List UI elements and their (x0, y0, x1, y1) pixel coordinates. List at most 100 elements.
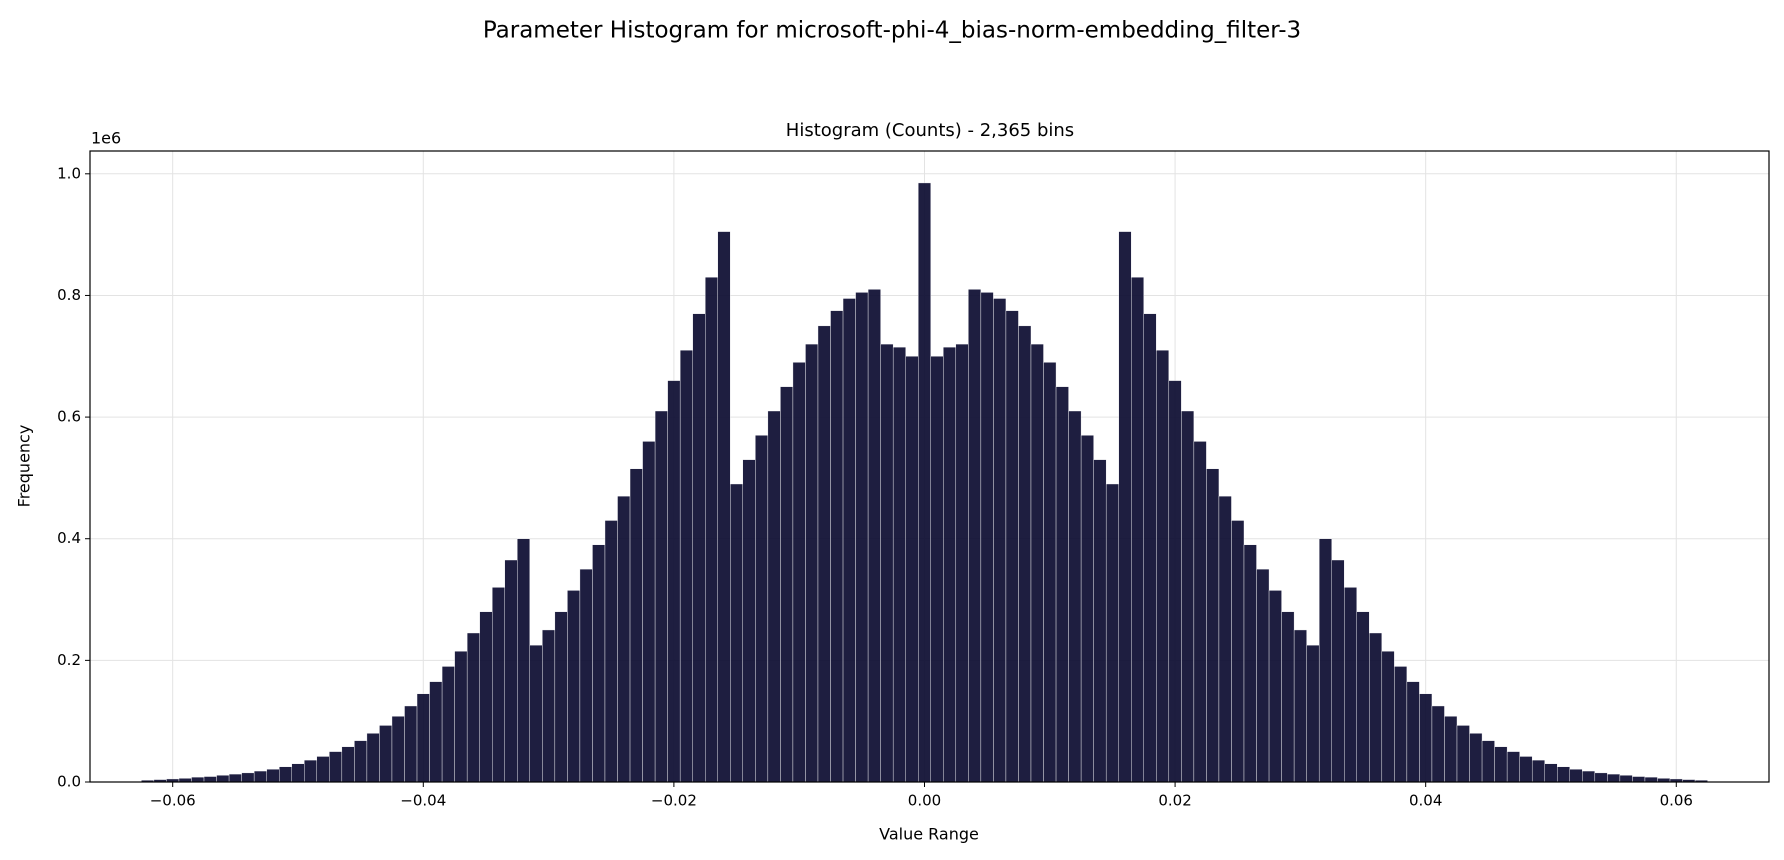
bar (429, 681, 443, 783)
bar (1406, 681, 1420, 783)
bar (191, 776, 205, 783)
bar (830, 310, 844, 783)
bar (629, 468, 643, 783)
bar (1469, 733, 1483, 783)
bar (742, 459, 756, 783)
y-tick-label: 1.0 (57, 164, 81, 182)
bar (817, 325, 831, 783)
bar (391, 716, 405, 783)
bar (1231, 520, 1245, 783)
bar (592, 544, 606, 783)
bar (341, 746, 355, 783)
bar (266, 769, 280, 783)
bar (441, 666, 455, 783)
chart-title: Parameter Histogram for microsoft-phi-4_… (483, 18, 1301, 44)
x-tick-label: 0.04 (1409, 792, 1442, 810)
bar (228, 773, 242, 783)
bar (1431, 705, 1445, 783)
bar (1030, 343, 1044, 783)
bar (1193, 441, 1207, 783)
bar (905, 356, 919, 783)
bar (993, 298, 1007, 783)
bar (867, 289, 881, 783)
bar (667, 380, 681, 783)
bar (1394, 666, 1408, 783)
x-tick-label: −0.02 (651, 792, 697, 810)
bar (542, 629, 556, 783)
bar (692, 313, 706, 783)
bar (1494, 746, 1508, 783)
bar (1356, 611, 1370, 783)
bar (880, 343, 894, 783)
bar (930, 356, 944, 783)
bar (1331, 559, 1345, 783)
bar (1055, 386, 1069, 783)
bar (579, 568, 593, 783)
y-tick-label: 0.0 (57, 773, 81, 791)
bar (767, 410, 781, 783)
y-tick-label: 0.8 (57, 286, 81, 304)
bar (1369, 632, 1383, 783)
bar (943, 346, 957, 783)
bar (1043, 362, 1057, 783)
bar (679, 349, 693, 783)
bar (892, 346, 906, 783)
bar (968, 289, 982, 783)
bar (1268, 590, 1282, 783)
bar (842, 298, 856, 783)
bar (805, 343, 819, 783)
bar (642, 441, 656, 783)
bar (1306, 644, 1320, 783)
bar (492, 587, 505, 783)
y-offset-label: 1e6 (91, 129, 121, 148)
bar (366, 733, 380, 783)
bar (1381, 651, 1395, 783)
bar (1243, 544, 1257, 783)
bar (1118, 231, 1132, 783)
bar (918, 182, 931, 783)
bar (617, 495, 631, 783)
bar (379, 725, 393, 783)
bar (1594, 772, 1608, 783)
bar (1105, 483, 1119, 783)
bar (1506, 751, 1520, 783)
bar (980, 292, 994, 783)
bar (1607, 773, 1621, 783)
bar (1018, 325, 1032, 783)
y-axis-label: Frequency (15, 425, 34, 508)
x-tick-label: 0.00 (908, 792, 941, 810)
bar (354, 740, 368, 783)
bar (253, 770, 267, 783)
bar (1281, 611, 1295, 783)
bar (855, 292, 869, 783)
bar (1619, 775, 1633, 783)
bar (291, 763, 305, 783)
bar (1181, 410, 1195, 783)
bar (1444, 716, 1458, 783)
bar (1131, 277, 1144, 783)
bar (955, 343, 969, 783)
bar (241, 772, 255, 783)
bar (705, 277, 718, 783)
x-tick-label: 0.06 (1660, 792, 1693, 810)
bar (1519, 756, 1533, 783)
bar (730, 483, 744, 783)
bar (279, 766, 292, 783)
bar (780, 386, 794, 783)
x-tick-label: 0.02 (1158, 792, 1191, 810)
bar (1080, 435, 1094, 783)
bar (654, 410, 668, 783)
bar (1582, 770, 1596, 783)
bar (567, 590, 581, 783)
bar (454, 651, 468, 783)
bar (1481, 740, 1495, 783)
x-tick-label: −0.04 (400, 792, 446, 810)
bar (1544, 763, 1558, 783)
bar (1005, 310, 1019, 783)
bar (1093, 459, 1107, 783)
chart-subtitle: Histogram (Counts) - 2,365 bins (786, 120, 1074, 141)
bar (504, 559, 518, 783)
bar (755, 435, 769, 783)
